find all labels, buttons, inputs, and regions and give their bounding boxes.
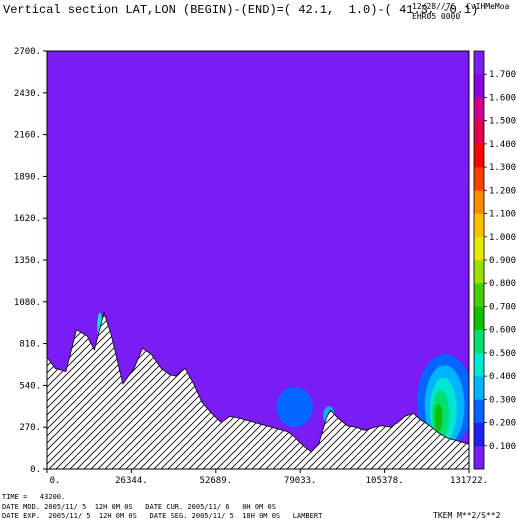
colorbar-segment <box>474 399 484 423</box>
y-tick-label: 0. <box>30 465 41 475</box>
colorbar-label: 1.400 <box>489 140 516 150</box>
date-line-1: DATE MOD. 2005/11/ 5 12H 0M 0S DATE CUR.… <box>2 503 276 511</box>
colorbar-label: 0.200 <box>489 419 516 429</box>
x-tick-label: 26344. <box>115 476 148 486</box>
colorbar-label: 1.300 <box>489 163 516 173</box>
colorbar-segment <box>474 213 484 238</box>
colorbar-segment <box>474 143 484 168</box>
y-tick-label: 2700. <box>14 47 41 57</box>
colorbar-label: 1.700 <box>489 70 516 80</box>
y-tick-label: 270. <box>19 423 41 433</box>
colorbar-label: 0.100 <box>489 442 516 452</box>
colorbar-segment <box>474 422 484 447</box>
colorbar-segment <box>474 190 484 214</box>
colorbar-segment <box>474 167 484 191</box>
colorbar-segment <box>474 97 484 121</box>
colorbar: 0.100 0.200 0.300 0.400 0.500 0.600 0.700 0.800… <box>473 50 516 470</box>
colorbar-label: 0.900 <box>489 256 516 266</box>
colorbar-segment <box>474 283 484 307</box>
colorbar-label: 0.800 <box>489 279 516 289</box>
y-tick-label: 1890. <box>14 172 41 182</box>
colorbar-label: 0.600 <box>489 326 516 336</box>
colorbar-segment <box>474 445 484 470</box>
date-line-2: DATE EXP. 2005/11/ 5 12H 0M 0S DATE SEG.… <box>2 512 323 520</box>
chart-title: Vertical section LAT,LON (BEGIN)-(END)=(… <box>3 3 479 17</box>
colorbar-label: 0.300 <box>489 395 516 405</box>
terrain-hatched <box>47 311 469 469</box>
colorbar-label: 1.000 <box>489 233 516 243</box>
colorbar-segment <box>474 376 484 400</box>
colorbar-segment <box>474 51 484 75</box>
contour-blob-5 <box>434 403 443 432</box>
user-label: CvIHMeMoa <box>466 2 510 11</box>
y-axis: 0. 270. 540. 810. 1080. 1350. 1620. 1890. 2160. 2… <box>14 47 47 475</box>
x-tick-label: 52689. <box>200 476 233 486</box>
y-tick-label: 2160. <box>14 131 41 141</box>
y-tick-label: 540. <box>19 381 41 391</box>
contour-blob-0 <box>276 386 313 428</box>
colorbar-segment <box>474 74 484 98</box>
colorbar-label: 1.500 <box>489 117 516 127</box>
colorbar-label: 1.100 <box>489 210 516 220</box>
colorbar-label: 1.200 <box>489 186 516 196</box>
colorbar-segment <box>474 260 484 284</box>
y-tick-label: 2430. <box>14 89 41 99</box>
y-tick-label: 1080. <box>14 298 41 308</box>
colorbar-label: 0.500 <box>489 349 516 359</box>
colorbar-segment <box>474 120 484 145</box>
time-label: TIME = 43200. <box>2 493 66 501</box>
date-code: 12/28//7C <box>412 2 456 11</box>
colorbar-segment <box>474 352 484 377</box>
colorbar-label: 1.600 <box>489 93 516 103</box>
x-tick-label: 105378. <box>366 476 404 486</box>
x-axis: 0. 26344. 52689. 79033. 105378. 131722. <box>46 469 488 486</box>
field-contours <box>97 312 469 448</box>
y-tick-label: 1620. <box>14 214 41 224</box>
x-tick-label: 79033. <box>284 476 317 486</box>
colorbar-segment <box>474 306 484 330</box>
y-tick-label: 810. <box>19 340 41 350</box>
colorbar-segment <box>474 329 484 354</box>
run-label: EHR05 0000 <box>412 12 461 21</box>
y-tick-label: 1350. <box>14 256 41 266</box>
colorbar-segment <box>474 236 484 261</box>
x-tick-label: 0. <box>50 476 61 486</box>
x-tick-label: 131722. <box>450 476 488 486</box>
colorbar-label: 0.400 <box>489 372 516 382</box>
units-label: TKEM M**2/S**2 <box>433 511 501 520</box>
colorbar-label: 0.700 <box>489 302 516 312</box>
